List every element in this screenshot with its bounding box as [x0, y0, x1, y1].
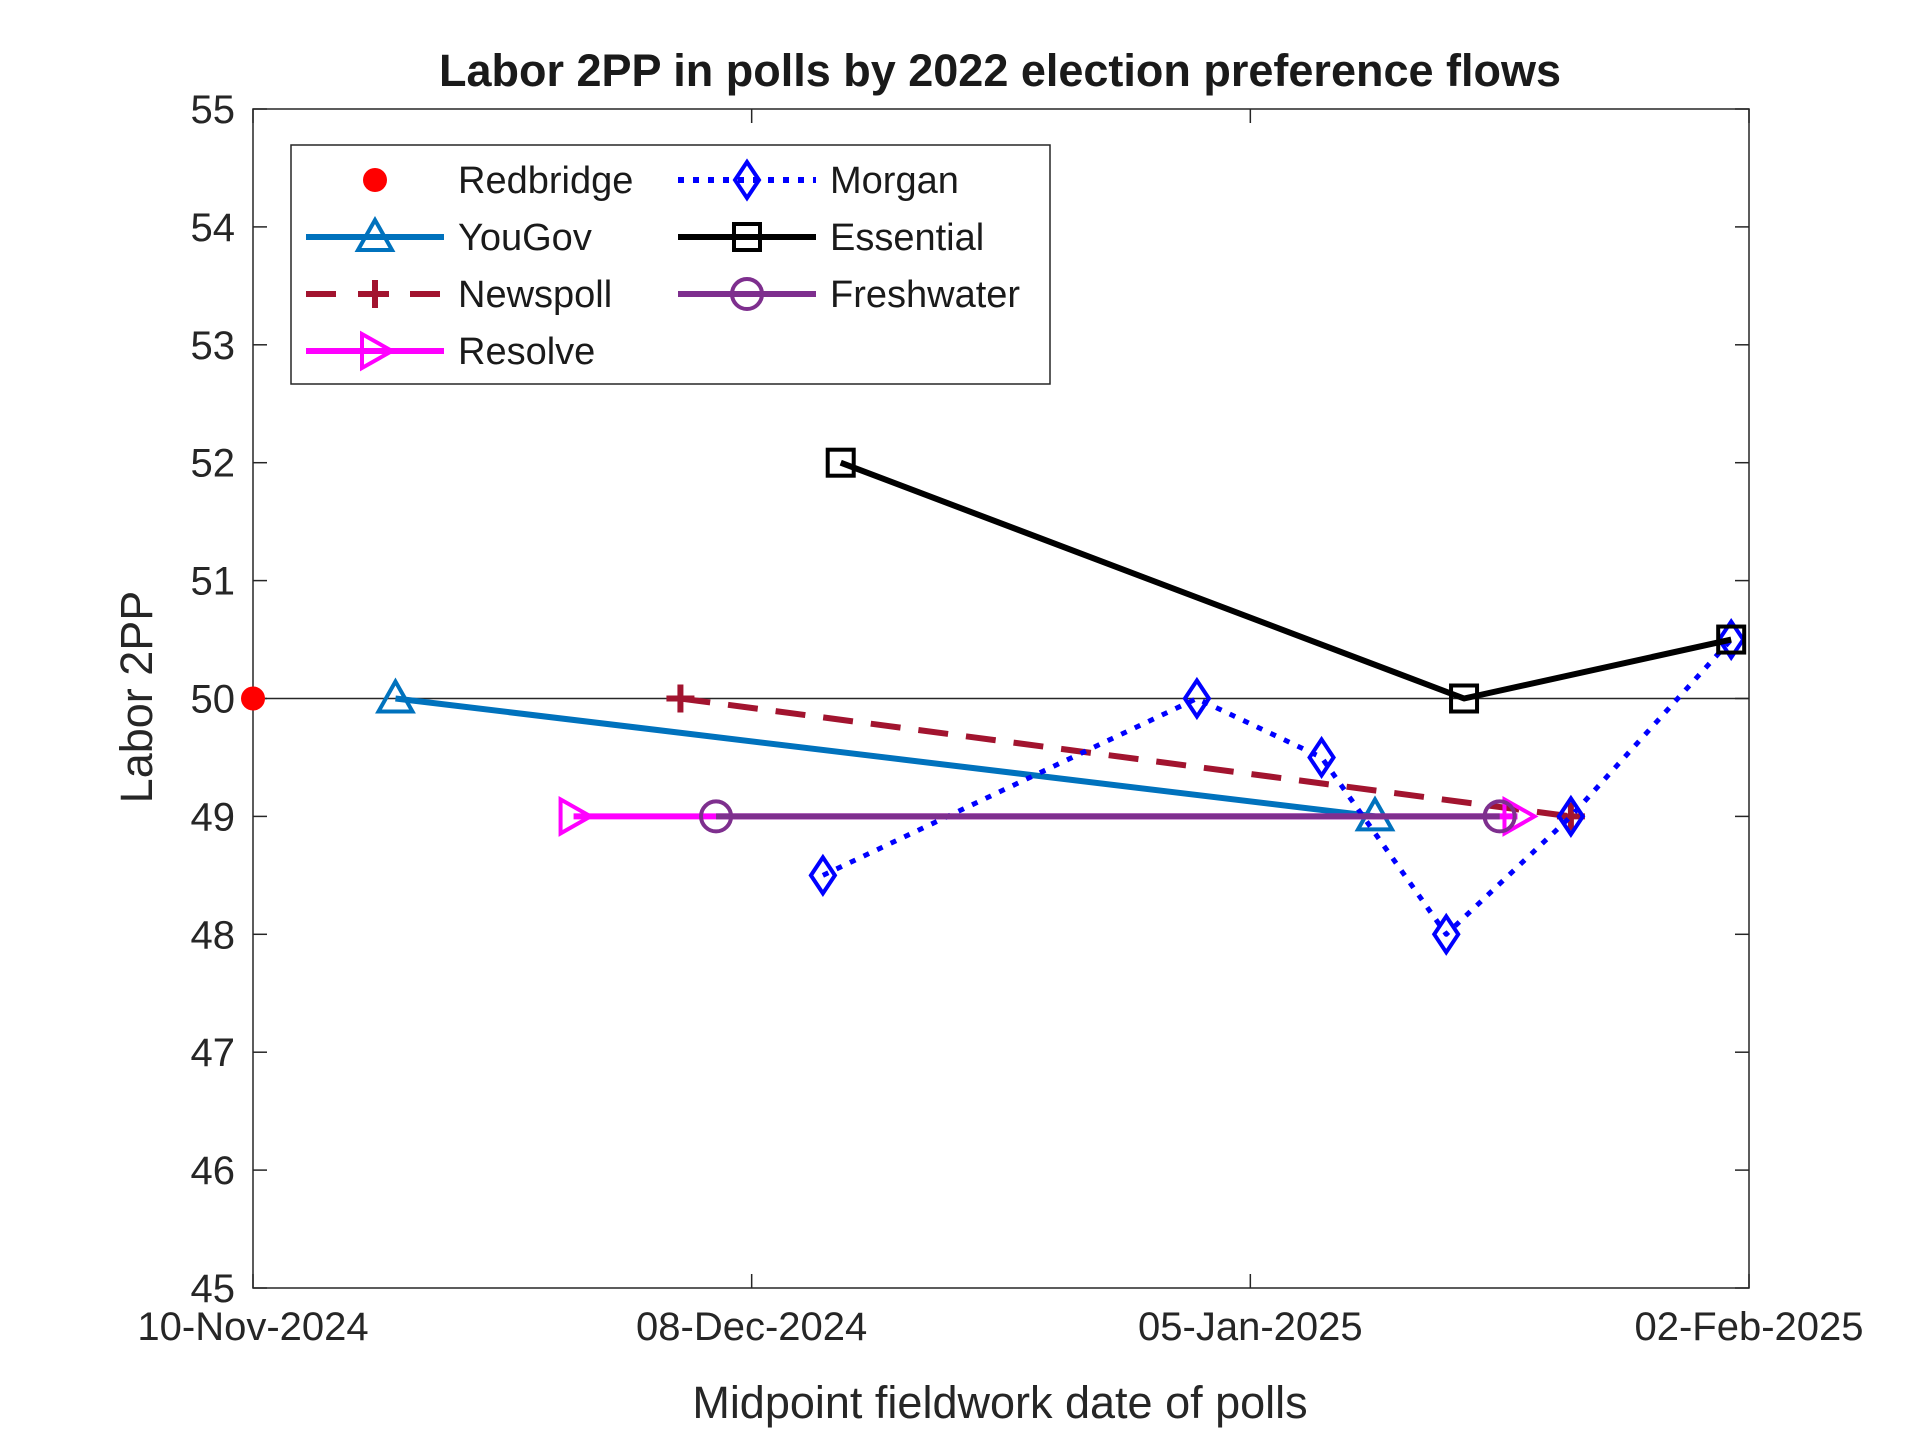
- y-tick-label: 54: [191, 206, 236, 250]
- y-tick-label: 46: [191, 1149, 236, 1193]
- y-tick-label: 55: [191, 88, 236, 132]
- series-redbridge: [241, 686, 265, 711]
- legend-item-newspoll: Newspoll: [306, 274, 612, 316]
- data-point-morgan: [1307, 735, 1336, 780]
- legend-marker: [354, 215, 396, 252]
- data-point-essential: [1449, 683, 1480, 714]
- y-tick-label: 50: [191, 678, 236, 722]
- legend: Redbridge YouGov Newspoll Resolve Morgan Esse…: [290, 144, 1051, 385]
- data-point-morgan: [1556, 794, 1586, 839]
- x-tick-label: 08-Dec-2024: [636, 1305, 867, 1349]
- legend-label: Redbridge: [458, 160, 633, 202]
- y-tick-label: 51: [191, 560, 236, 604]
- legend-label: Newspoll: [458, 274, 612, 316]
- chart-title: Labor 2PP in polls by 2022 election pref…: [439, 45, 1561, 96]
- legend-label: Resolve: [458, 331, 595, 373]
- legend-marker: [361, 280, 389, 308]
- data-point-resolve: [1502, 795, 1539, 837]
- legend-marker: [360, 330, 397, 372]
- data-point-morgan: [808, 853, 838, 897]
- legend-marker: [732, 158, 762, 202]
- series-newspoll: [666, 684, 1585, 831]
- data-point-essential: [1716, 624, 1747, 655]
- series-freshwater: [699, 799, 1517, 834]
- legend-marker: [732, 222, 762, 252]
- legend-label: Freshwater: [830, 274, 1020, 316]
- series-line-yougov: [395, 695, 1376, 820]
- series-morgan: [808, 617, 1746, 956]
- data-point-newspoll: [1556, 802, 1585, 831]
- data-point-morgan: [1716, 617, 1746, 662]
- legend-label: Morgan: [830, 160, 959, 202]
- y-tick-label: 52: [191, 442, 236, 486]
- data-point-freshwater: [699, 799, 734, 834]
- series-line-essential: [839, 459, 1732, 702]
- x-tick-label: 05-Jan-2025: [1138, 1305, 1363, 1349]
- data-point-resolve: [558, 795, 595, 837]
- legend-item-freshwater: Freshwater: [678, 274, 1020, 316]
- legend-item-morgan: Morgan: [678, 158, 959, 202]
- series-layer: [241, 447, 1747, 956]
- legend-label: Essential: [830, 217, 984, 259]
- data-point-newspoll: [666, 684, 695, 713]
- data-point-yougov: [375, 677, 416, 714]
- y-tick-label: 49: [191, 795, 236, 839]
- data-point-redbridge: [241, 686, 265, 711]
- legend-box: [290, 144, 1051, 385]
- series-line-morgan: [821, 637, 1734, 937]
- legend-item-essential: Essential: [678, 217, 984, 259]
- data-point-morgan: [1182, 676, 1212, 721]
- y-tick-label: 48: [191, 913, 236, 957]
- data-point-essential: [825, 447, 856, 478]
- x-tick-label: 02-Feb-2025: [1634, 1305, 1863, 1349]
- legend-label: YouGov: [458, 217, 592, 259]
- series-line-newspoll: [680, 695, 1572, 820]
- y-tick-label: 47: [191, 1031, 236, 1075]
- ticks-layer: 45 46 47 48 49 50 51 52 53 54 55 10-Nov-2024 08-Dec-…: [137, 88, 1863, 1349]
- y-tick-label: 45: [191, 1267, 236, 1311]
- y-axis-label: Labor 2PP: [111, 591, 162, 804]
- legend-item-redbridge: Redbridge: [363, 160, 633, 202]
- data-point-morgan: [1431, 912, 1461, 956]
- x-axis-label: Midpoint fieldwork date of polls: [692, 1377, 1307, 1428]
- x-tick-label: 10-Nov-2024: [137, 1305, 368, 1349]
- legend-item-resolve: Resolve: [306, 330, 595, 373]
- series-essential: [825, 447, 1747, 714]
- data-point-freshwater: [1482, 799, 1517, 834]
- legend-marker: [730, 277, 764, 311]
- legend-item-yougov: YouGov: [306, 215, 592, 259]
- legend-marker: [363, 168, 387, 192]
- y-tick-label: 53: [191, 324, 236, 368]
